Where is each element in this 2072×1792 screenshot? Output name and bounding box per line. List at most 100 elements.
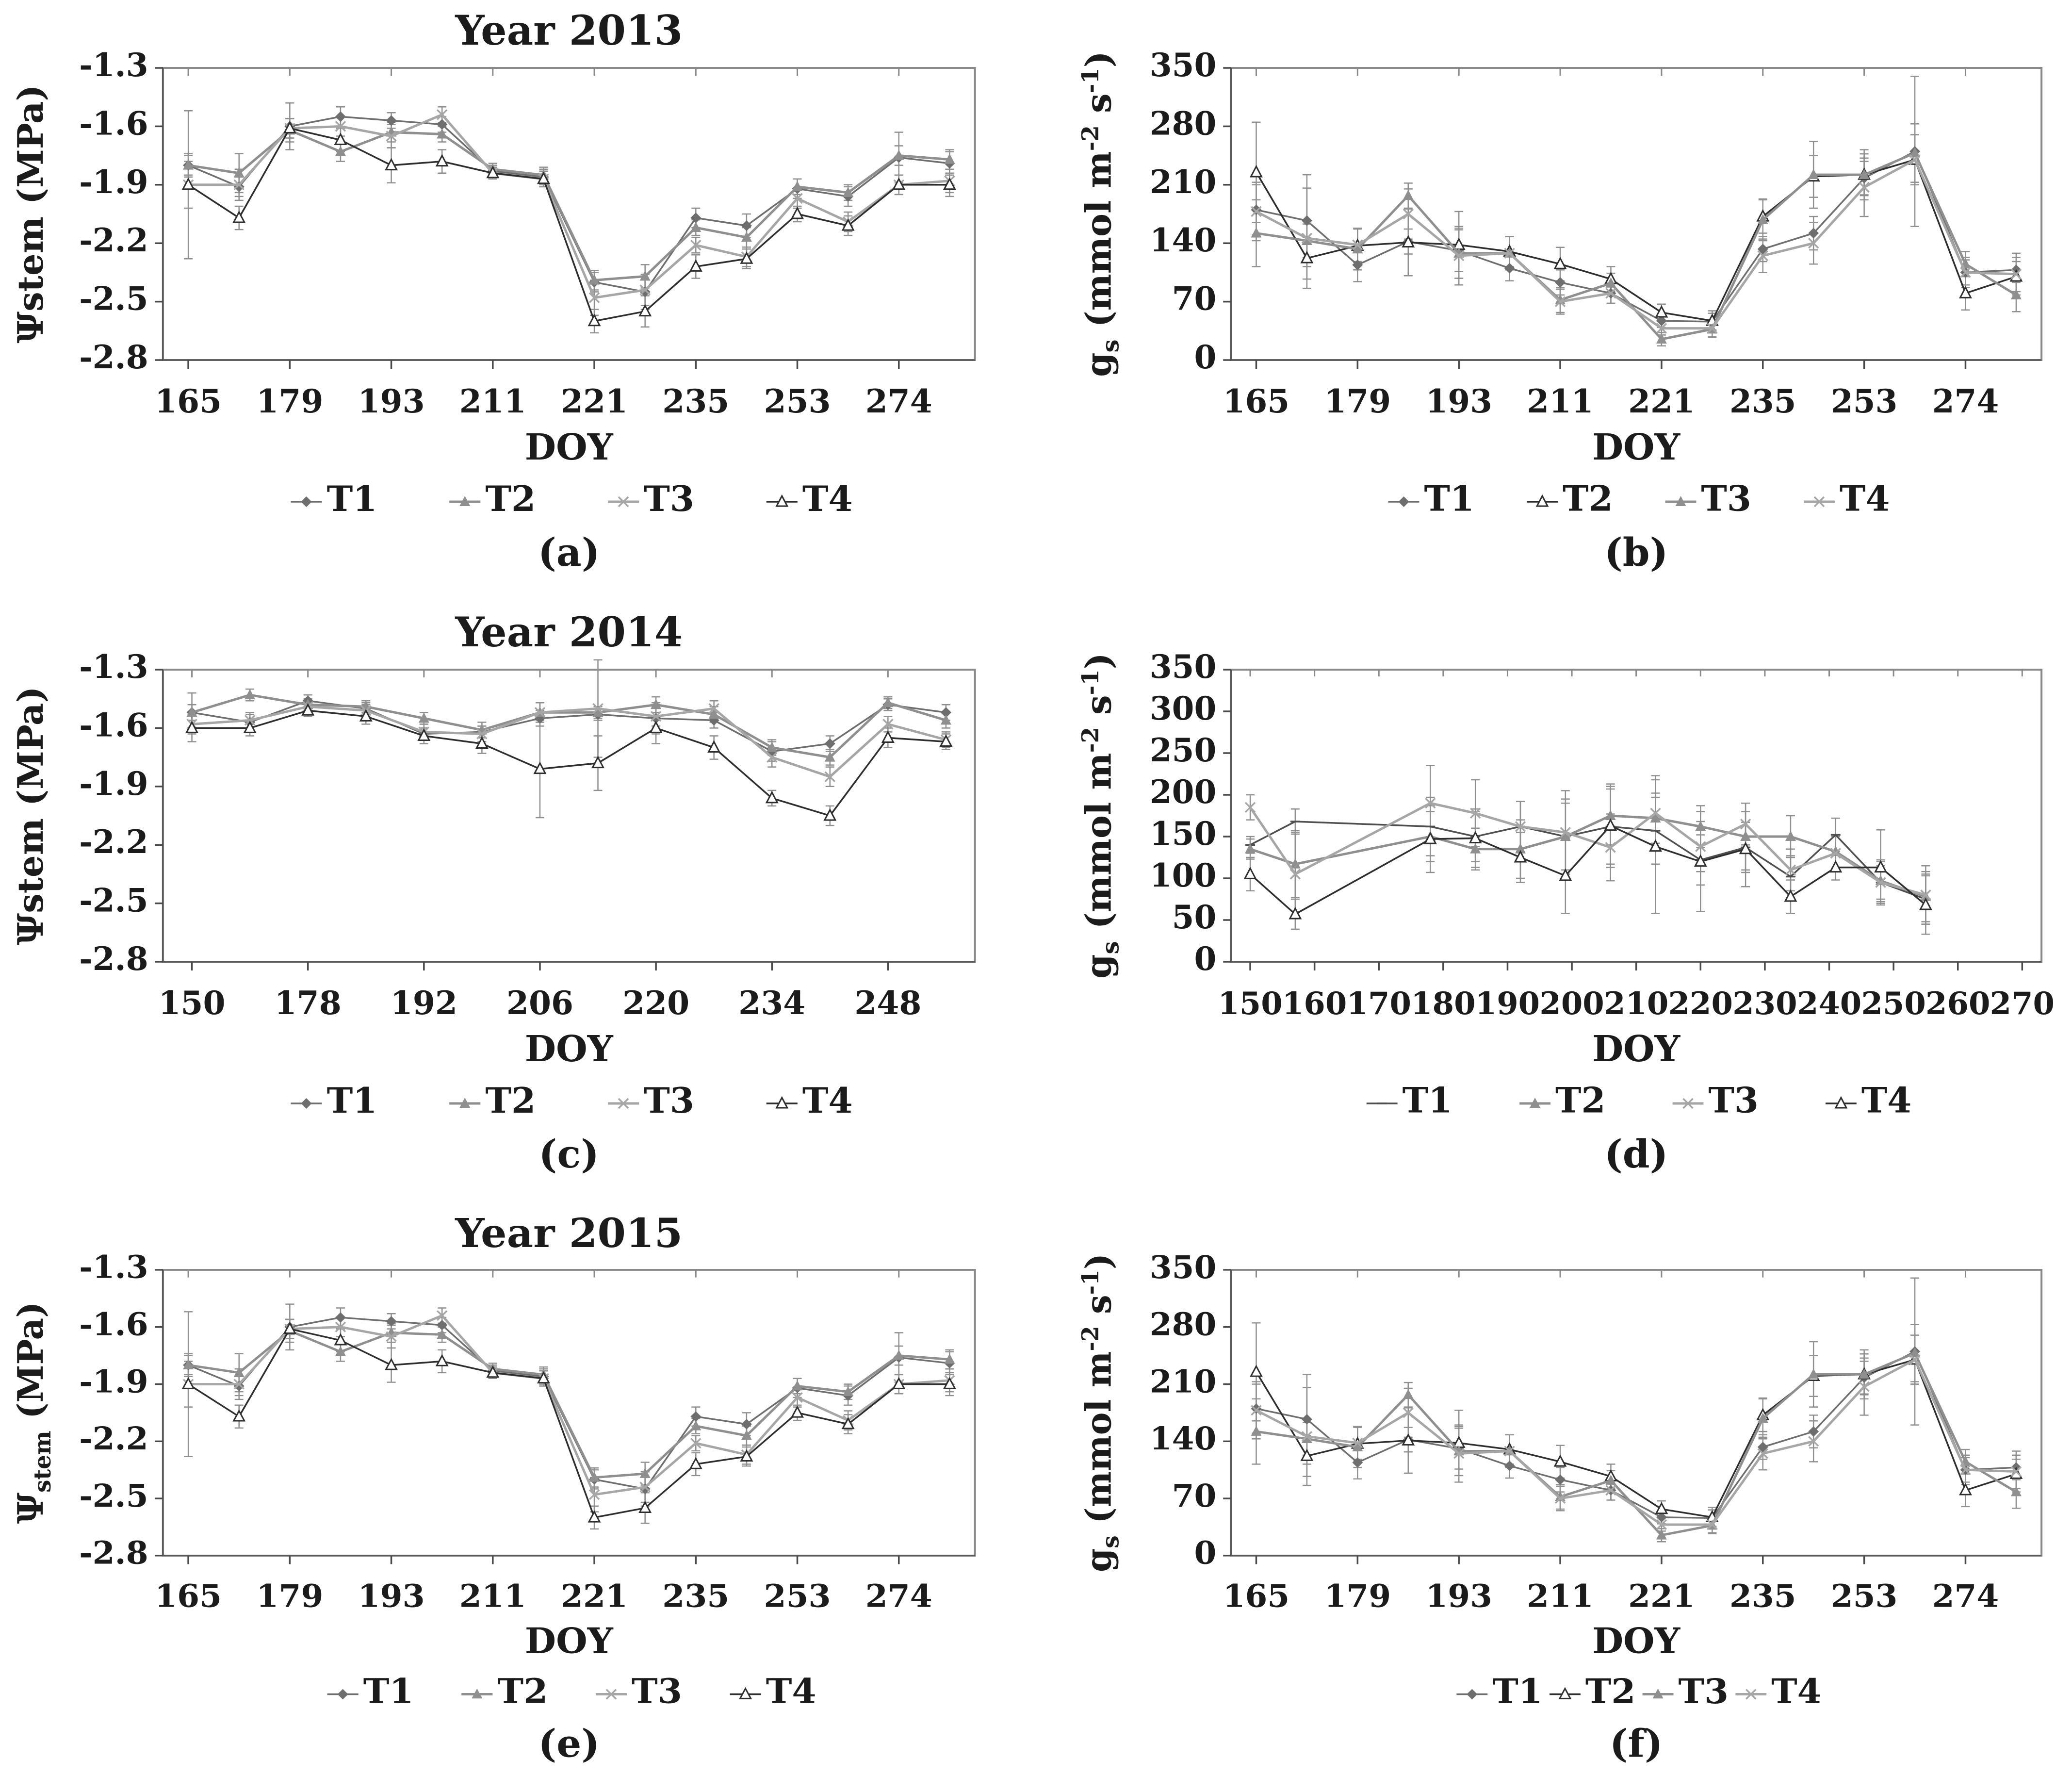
plot-area	[1230, 669, 2043, 963]
series-T3-marker	[588, 292, 600, 303]
y-axis-label-token: -1	[1077, 67, 1104, 93]
series-T3-marker	[1859, 1368, 1870, 1379]
y-axis-label: gs (mmol m-2 s-1)	[1077, 51, 1125, 377]
series-T4-marker	[1707, 1519, 1718, 1530]
series-T4-marker	[1649, 839, 1662, 852]
series-T4-marker	[533, 761, 547, 774]
legend-item-T3: T3	[1642, 1671, 1729, 1711]
series-T3-marker	[1251, 227, 1262, 238]
legend-item-T1: T1	[1456, 1671, 1543, 1711]
series-T2-marker	[437, 128, 448, 139]
series-T4-marker	[791, 206, 804, 219]
legend-label: T3	[644, 478, 694, 519]
series-T4-marker	[1605, 288, 1616, 299]
series-T3	[182, 109, 955, 303]
plot-area	[162, 67, 976, 361]
series-T2-marker	[1959, 1483, 1972, 1496]
y-tick-label: 0	[1194, 338, 1216, 376]
y-tick-label: 300	[1150, 690, 1216, 727]
series-T4	[181, 121, 956, 327]
series-T3-marker	[1352, 243, 1363, 254]
x-tick-label: 178	[275, 984, 342, 1022]
series-T4-marker	[823, 808, 837, 821]
series-T2-marker	[1402, 235, 1415, 247]
series-T4-marker	[1829, 860, 1843, 873]
series-T4-marker	[1504, 1446, 1515, 1457]
x-tick-label: 150	[159, 984, 226, 1022]
series-T2-marker	[437, 1329, 448, 1339]
series-T4-line	[188, 1328, 950, 1519]
series-T2-marker	[418, 712, 429, 723]
series-T4-marker	[435, 1354, 449, 1366]
legend-label: T1	[363, 1671, 414, 1711]
x-tick-label: 165	[1223, 1578, 1290, 1614]
series-T2-marker	[592, 707, 604, 717]
series-T1-marker	[1352, 259, 1363, 270]
y-axis-label-token: stem	[29, 1430, 57, 1493]
series-T3-marker	[824, 771, 836, 782]
y-axis-label-token: -2	[1077, 727, 1104, 753]
x-axis-label: DOY	[525, 426, 614, 468]
series-T4-marker	[537, 1371, 550, 1384]
x-tick-label: 253	[764, 1578, 831, 1614]
y-tick-label: 140	[1150, 221, 1216, 259]
series-T1-marker	[1656, 1512, 1667, 1523]
series-T4-marker	[537, 171, 550, 184]
x-tick-label: 211	[459, 382, 526, 420]
legend-item-T2: T2	[449, 478, 536, 519]
x-tick-label: 235	[662, 1578, 729, 1614]
legend-item-T1: T1	[1388, 477, 1474, 519]
series-T1-marker	[824, 738, 835, 749]
x-tick-label: 211	[459, 1578, 526, 1614]
series-T1-marker	[1555, 1474, 1566, 1485]
legend-item-T4: T4	[766, 1080, 853, 1121]
x-tick-label: 165	[155, 1578, 222, 1614]
series-T4-marker	[181, 1377, 195, 1389]
panel-d: 350 300 250 200 150 100 50 0 150 160 170 180 190 200 2…	[1038, 602, 2072, 1203]
legend-item-T2: T2	[1527, 477, 1613, 519]
series-T4-marker	[1919, 897, 1932, 910]
series-T2-marker	[690, 1420, 702, 1430]
series-T4-marker	[1403, 1407, 1414, 1418]
x-tick-label: 270	[1990, 986, 2055, 1022]
series-T3-marker	[1403, 190, 1414, 200]
series-T2-marker	[1959, 286, 1972, 298]
series-T2-marker	[741, 1430, 752, 1440]
series-T1-marker	[437, 1320, 448, 1331]
panel-caption: (d)	[1604, 1131, 1668, 1177]
series-T4-marker	[385, 1358, 398, 1370]
series-T2-marker	[792, 181, 803, 191]
y-tick-label: 70	[1172, 1478, 1217, 1514]
series-T2-marker	[1402, 1433, 1415, 1446]
series-T3-line	[188, 113, 950, 299]
series-T4-marker	[1960, 267, 1971, 278]
legend: T1 T2 T3 T4	[1366, 1079, 1911, 1121]
series-T3-marker	[792, 193, 803, 204]
series-T4	[1251, 1354, 2022, 1530]
series-T3-marker	[1656, 1529, 1667, 1540]
y-tick-label: -2.8	[79, 940, 148, 978]
series-T3-marker	[690, 1438, 702, 1449]
x-tick-label: 221	[561, 1578, 628, 1614]
series-T2	[183, 124, 955, 285]
legend-item-T2: T2	[1550, 1671, 1635, 1711]
series-T2	[1250, 1352, 2023, 1523]
series-T2-marker	[944, 153, 955, 164]
x-axis-label: DOY	[525, 1028, 614, 1070]
series-T4-marker	[1656, 1519, 1667, 1530]
series-T1-line	[188, 115, 950, 293]
series-T3-marker	[534, 707, 546, 718]
plot-area	[162, 1268, 976, 1557]
series-T3-marker	[233, 179, 245, 191]
legend-diamond-icon	[1467, 1689, 1478, 1700]
panel-f: 350 280 210 140 70 0 165 179 193 211 221 235 253 274 D…	[1038, 1203, 2072, 1792]
x-tick-label: 235	[1729, 382, 1796, 420]
series-T4-marker	[943, 177, 956, 190]
series-T4-marker	[1808, 1436, 1819, 1447]
series-T4-marker	[765, 790, 779, 804]
legend-item-T3: T3	[607, 1080, 694, 1121]
legend-diamond-icon	[1398, 496, 1409, 507]
series-T4-marker	[1808, 237, 1819, 249]
series-T1-marker	[1808, 228, 1819, 239]
series-T2-marker	[233, 1367, 245, 1377]
